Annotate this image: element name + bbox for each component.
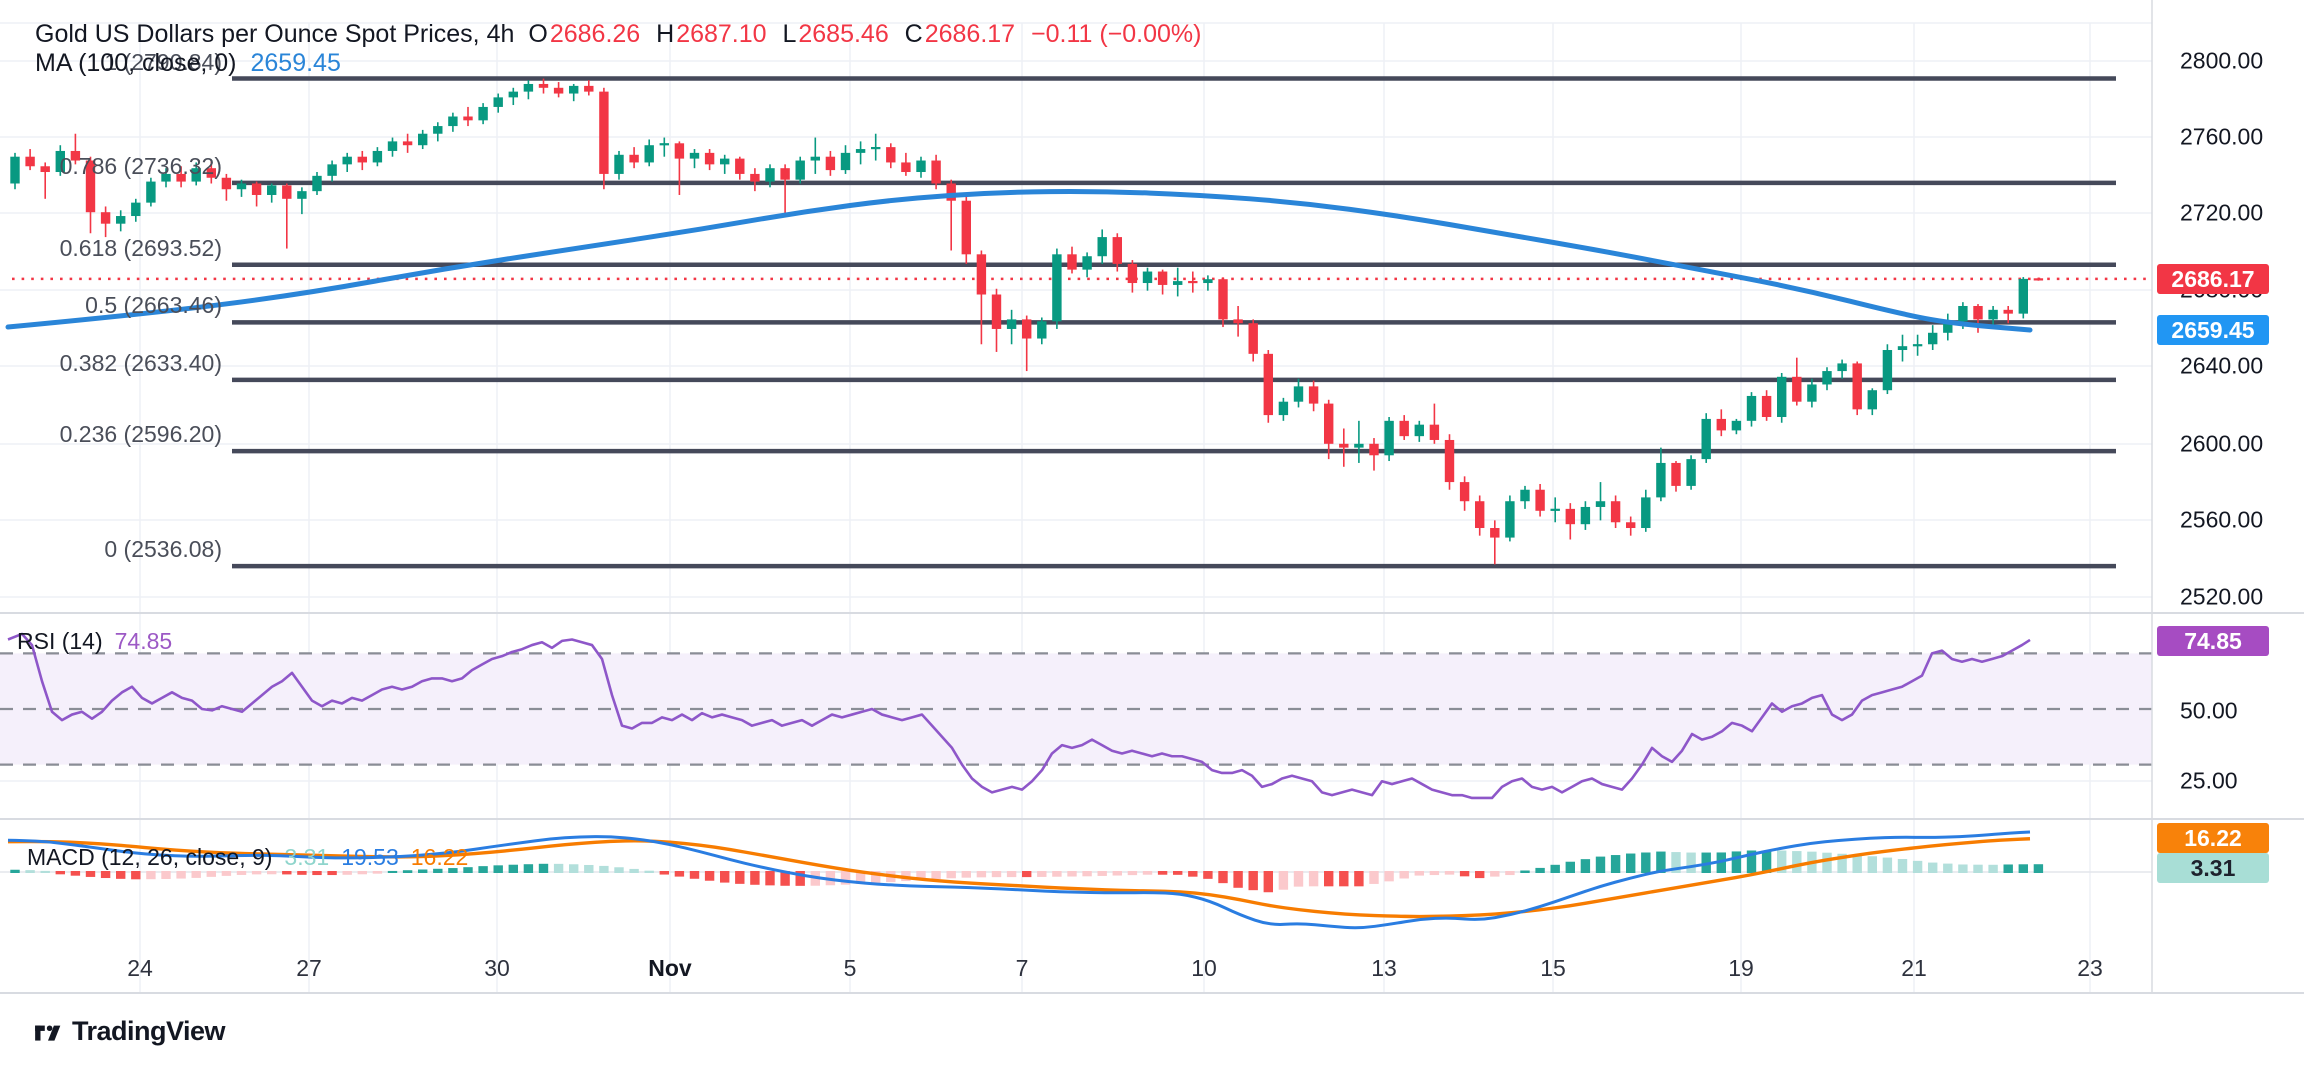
price-badge: 74.85 bbox=[2157, 626, 2269, 656]
rsi-legend[interactable]: RSI (14) 74.85 bbox=[17, 628, 172, 655]
fib-level-label: 0.5 (2663.46) bbox=[85, 292, 222, 319]
fib-level-label: 0.618 (2693.52) bbox=[59, 234, 222, 261]
time-tick-label: 27 bbox=[296, 955, 322, 981]
close-label: C bbox=[904, 20, 923, 48]
ma-label: MA (100, close, 0) bbox=[35, 49, 237, 77]
price-tick-label: 2520.00 bbox=[2180, 583, 2264, 610]
high-value: 2687.10 bbox=[676, 20, 767, 48]
price-tick-label: 2560.00 bbox=[2180, 506, 2264, 533]
price-tick-label: 25.00 bbox=[2180, 767, 2238, 794]
price-tick-label: 2640.00 bbox=[2180, 352, 2264, 379]
fib-level-label: 0.236 (2596.20) bbox=[59, 421, 222, 448]
fib-level-label: 0 (2536.08) bbox=[104, 536, 222, 563]
price-tick-label: 2800.00 bbox=[2180, 47, 2264, 74]
macd-hist-value: 3.31 bbox=[284, 844, 330, 870]
time-tick-label: 23 bbox=[2077, 955, 2103, 981]
fib-level-label: 0.382 (2633.40) bbox=[59, 349, 222, 376]
ohlc-readout: O2686.26 H2687.10 L2685.46 C2686.17 −0.1… bbox=[528, 20, 1203, 49]
time-tick-label: 13 bbox=[1371, 955, 1397, 981]
macd-signal-value: 16.22 bbox=[410, 844, 469, 870]
time-tick-label: 5 bbox=[843, 955, 857, 981]
time-tick-label: 7 bbox=[1015, 955, 1029, 981]
time-tick-label: 21 bbox=[1901, 955, 1927, 981]
tradingview-logo-text: TradingView bbox=[72, 1016, 226, 1046]
change-value: −0.11 (−0.00%) bbox=[1031, 20, 1202, 48]
open-label: O bbox=[528, 20, 548, 48]
rsi-value: 74.85 bbox=[114, 628, 173, 654]
open-value: 2686.26 bbox=[549, 20, 641, 48]
high-label: H bbox=[656, 20, 675, 48]
ma-value: 2659.45 bbox=[250, 49, 341, 77]
fib-level-label: 1 (2790.84) bbox=[104, 48, 222, 75]
tradingview-logo-icon bbox=[35, 1024, 61, 1041]
macd-line-value: 19.53 bbox=[341, 844, 399, 870]
time-tick-label: 19 bbox=[1728, 955, 1754, 981]
ma-legend[interactable]: MA (100, close, 0) 2659.45 bbox=[35, 49, 341, 78]
time-tick-label: 24 bbox=[127, 955, 153, 981]
macd-legend[interactable]: MACD (12, 26, close, 9) 3.31 19.53 16.22 bbox=[27, 844, 468, 871]
time-tick-label: 30 bbox=[484, 955, 510, 981]
time-tick-label: Nov bbox=[648, 955, 692, 981]
price-tick-label: 2600.00 bbox=[2180, 430, 2264, 457]
price-tick-label: 2720.00 bbox=[2180, 199, 2264, 226]
price-badge: 2659.45 bbox=[2157, 315, 2269, 345]
close-value: 2686.17 bbox=[924, 20, 1016, 48]
price-badge: 2686.17 bbox=[2157, 264, 2269, 294]
symbol-title: Gold US Dollars per Ounce Spot Prices, 4… bbox=[35, 20, 515, 48]
symbol-header: Gold US Dollars per Ounce Spot Prices, 4… bbox=[35, 20, 1203, 49]
low-value: 2685.46 bbox=[798, 20, 889, 48]
rsi-label: RSI (14) bbox=[17, 628, 103, 654]
price-tick-label: 2760.00 bbox=[2180, 123, 2264, 150]
time-tick-label: 10 bbox=[1191, 955, 1217, 981]
low-label: L bbox=[782, 20, 797, 48]
price-badge: 3.31 bbox=[2157, 853, 2269, 883]
fib-level-label: 0.786 (2736.32) bbox=[59, 152, 222, 179]
time-tick-label: 15 bbox=[1540, 955, 1566, 981]
price-tick-label: 50.00 bbox=[2180, 697, 2238, 724]
tradingview-logo[interactable]: TradingView bbox=[33, 1016, 226, 1047]
price-badge: 16.22 bbox=[2157, 823, 2269, 853]
macd-label: MACD (12, 26, close, 9) bbox=[27, 844, 273, 870]
